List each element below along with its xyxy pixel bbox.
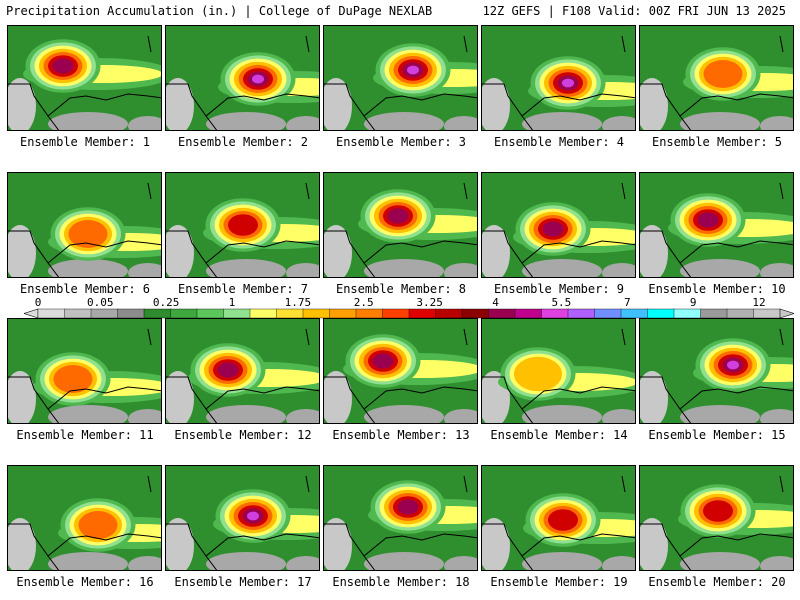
ensemble-member-map [481,25,636,131]
colorbar-tick-label: 9 [689,296,697,309]
colorbar-segment [117,308,145,319]
colorbar-tick-label: 1 [228,296,236,309]
ensemble-member-map [323,172,478,278]
ensemble-member-map [323,25,478,131]
colorbar-segment [594,308,622,319]
ensemble-member-map [639,318,794,424]
ensemble-member-caption: Ensemble Member: 2 [177,135,309,149]
ensemble-member-map [481,465,636,571]
colorbar-segment [753,308,781,319]
ensemble-member-caption: Ensemble Member: 5 [651,135,783,149]
colorbar-segment [37,308,66,319]
colorbar-segment [170,308,198,319]
colorbar-segment [302,308,331,319]
ensemble-member-caption: Ensemble Member: 11 [16,428,154,442]
ensemble-member-caption: Ensemble Member: 6 [19,282,151,296]
ensemble-member-caption: Ensemble Member: 3 [335,135,467,149]
ensemble-member-map [7,318,162,424]
colorbar-segment [567,308,596,319]
colorbar-segment [435,308,463,319]
ensemble-member-caption: Ensemble Member: 1 [19,135,151,149]
colorbar-segment [408,308,437,319]
ensemble-member-caption: Ensemble Member: 14 [490,428,628,442]
colorbar-tick-label: 5.5 [551,296,572,309]
ensemble-member-map [165,25,320,131]
ensemble-member-caption: Ensemble Member: 17 [174,575,312,589]
ensemble-member-caption: Ensemble Member: 16 [16,575,154,589]
ensemble-member-caption: Ensemble Member: 10 [648,282,786,296]
map-title: Precipitation Accumulation (in.) | Colle… [6,4,433,18]
colorbar-tick-label: 4 [492,296,499,309]
colorbar-segment [249,308,278,319]
colorbar-tick-label: 12 [752,296,766,309]
colorbar-segment [223,308,251,319]
precip-colorbar [24,308,794,319]
ensemble-member-caption: Ensemble Member: 12 [174,428,312,442]
ensemble-member-caption: Ensemble Member: 4 [493,135,625,149]
colorbar-segment [514,308,543,319]
colorbar-segment [196,308,225,319]
colorbar-segment [488,308,516,319]
ensemble-member-map [639,172,794,278]
model-run-valid-time: 12Z GEFS | F108 Valid: 00Z FRI JUN 13 20… [482,4,786,18]
ensemble-member-map [481,318,636,424]
ensemble-member-caption: Ensemble Member: 13 [332,428,470,442]
colorbar-tick-label: 0 [34,296,42,309]
colorbar-segment [276,308,304,319]
ensemble-member-caption: Ensemble Member: 7 [177,282,309,296]
ensemble-member-map [165,465,320,571]
ensemble-member-caption: Ensemble Member: 15 [648,428,786,442]
colorbar-segment [355,308,384,319]
colorbar-tick-label: 3.25 [416,296,443,309]
colorbar-segment [461,308,490,319]
ensemble-member-caption: Ensemble Member: 19 [490,575,628,589]
ensemble-member-map [7,172,162,278]
colorbar-tick-label: 2.5 [353,296,374,309]
ensemble-member-map [165,172,320,278]
ensemble-member-map [323,465,478,571]
ensemble-member-map [7,25,162,131]
colorbar-segment [541,308,569,319]
ensemble-member-map [165,318,320,424]
ensemble-member-map [639,465,794,571]
colorbar-segment [700,308,728,319]
ensemble-member-caption: Ensemble Member: 8 [335,282,467,296]
colorbar-segment [382,308,410,319]
colorbar-segment [329,308,357,319]
colorbar-tick-label: 7 [623,296,631,309]
colorbar-tick-label: 1.75 [284,296,312,309]
ensemble-member-map [481,172,636,278]
ensemble-member-caption: Ensemble Member: 9 [493,282,625,296]
ensemble-member-map [639,25,794,131]
colorbar-segment [90,308,119,319]
ensemble-member-map [7,465,162,571]
colorbar-tick-label: 0.05 [86,296,114,309]
colorbar-segment [647,308,675,319]
colorbar-tick-label: 0.25 [152,296,180,309]
colorbar-segment [143,308,172,319]
colorbar-segment [673,308,702,319]
ensemble-member-caption: Ensemble Member: 18 [332,575,470,589]
colorbar-segment [620,308,649,319]
colorbar-segment [64,308,92,319]
colorbar-segment [726,308,755,319]
ensemble-member-map [323,318,478,424]
ensemble-member-caption: Ensemble Member: 20 [648,575,786,589]
